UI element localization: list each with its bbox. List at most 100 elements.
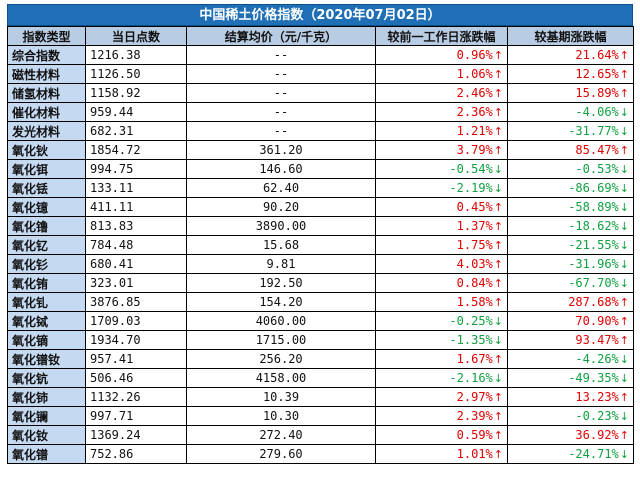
arrow-down-icon: ↓	[493, 315, 503, 328]
base-change-value: -49.35%	[568, 371, 619, 385]
points-value: 957.41	[90, 352, 134, 366]
index-name-cell: 氧化钆	[7, 292, 86, 312]
base-change-cell: 85.47%↑	[507, 140, 634, 160]
table-row: 氧化镝 1934.70 1715.00 -1.35%↓ 93.47%↑	[7, 330, 634, 350]
day-change-value: 1.21%	[456, 124, 493, 138]
points-value: 1854.72	[90, 143, 141, 157]
points-cell: 752.86	[85, 444, 187, 464]
day-change-cell: 0.84%↑	[375, 273, 508, 293]
index-name-cell: 氧化钕	[7, 425, 86, 445]
day-change-cell: 2.39%↑	[375, 406, 508, 426]
avg-price-value: --	[273, 48, 289, 62]
base-change-cell: -0.53%↓	[507, 159, 634, 179]
points-value: 813.83	[90, 219, 134, 233]
table-title: 中国稀土价格指数（2020年07月02日）	[7, 4, 633, 26]
base-change-cell: 70.90%↑	[507, 311, 634, 331]
points-value: 1126.50	[90, 67, 141, 81]
index-name-cell: 氧化镱	[7, 197, 86, 217]
points-value: 133.11	[90, 181, 134, 195]
day-change-value: 1.75%	[456, 238, 493, 252]
day-change-cell: -2.19%↓	[375, 178, 508, 198]
index-name-cell: 氧化钪	[7, 368, 86, 388]
arrow-up-icon: ↑	[619, 334, 629, 347]
day-change-cell: 2.36%↑	[375, 102, 508, 122]
points-cell: 784.48	[85, 235, 187, 255]
avg-price-value: 90.20	[262, 200, 300, 214]
avg-price-value: 146.60	[259, 162, 303, 176]
points-cell: 1126.50	[85, 64, 187, 84]
avg-price-value: 10.30	[262, 409, 300, 423]
arrow-up-icon: ↑	[619, 429, 629, 442]
arrow-down-icon: ↓	[619, 372, 629, 385]
index-name-value: 氧化钇	[12, 238, 49, 253]
avg-price-cell: --	[186, 64, 376, 84]
day-change-cell: 0.45%↑	[375, 197, 508, 217]
table-row: 氧化铽 1709.03 4060.00 -0.25%↓ 70.90%↑	[7, 311, 634, 331]
avg-price-value: --	[273, 67, 289, 81]
table-row: 氧化钐 680.41 9.81 4.03%↑ -31.96%↓	[7, 254, 634, 274]
day-change-cell: 1.06%↑	[375, 64, 508, 84]
points-cell: 506.46	[85, 368, 187, 388]
avg-price-value: 9.81	[266, 257, 296, 271]
arrow-down-icon: ↓	[619, 106, 629, 119]
points-value: 1369.24	[90, 428, 141, 442]
points-cell: 1132.26	[85, 387, 187, 407]
avg-price-value: --	[273, 105, 289, 119]
points-cell: 323.01	[85, 273, 187, 293]
index-name-value: 氧化铥	[12, 181, 49, 196]
table-row: 氧化镱 411.11 90.20 0.45%↑ -58.89%↓	[7, 197, 634, 217]
index-name-value: 氧化镨钕	[12, 352, 61, 367]
day-change-value: 1.58%	[456, 295, 493, 309]
base-change-value: -0.23%	[575, 409, 619, 423]
arrow-down-icon: ↓	[619, 353, 629, 366]
base-change-value: -24.71%	[568, 447, 619, 461]
arrow-up-icon: ↑	[493, 391, 503, 404]
base-change-value: -4.06%	[575, 105, 619, 119]
arrow-down-icon: ↓	[619, 125, 629, 138]
base-change-value: 287.68%	[568, 295, 619, 309]
day-change-cell: 1.67%↑	[375, 349, 508, 369]
avg-price-value: 154.20	[259, 295, 303, 309]
avg-price-value: 279.60	[259, 447, 303, 461]
day-change-value: -0.54%	[449, 162, 493, 176]
avg-price-cell: 1715.00	[186, 330, 376, 350]
points-cell: 682.31	[85, 121, 187, 141]
base-change-value: 36.92%	[575, 428, 619, 442]
arrow-up-icon: ↑	[493, 106, 503, 119]
table-row: 氧化镥 813.83 3890.00 1.37%↑ -18.62%↓	[7, 216, 634, 236]
table-row: 催化材料 959.44 -- 2.36%↑ -4.06%↓	[7, 102, 634, 122]
arrow-down-icon: ↓	[619, 258, 629, 271]
points-cell: 133.11	[85, 178, 187, 198]
avg-price-value: 4060.00	[255, 314, 307, 328]
table-row: 氧化铥 133.11 62.40 -2.19%↓ -86.69%↓	[7, 178, 634, 198]
avg-price-cell: 146.60	[186, 159, 376, 179]
points-value: 411.11	[90, 200, 134, 214]
points-value: 682.31	[90, 124, 134, 138]
day-change-cell: 2.46%↑	[375, 83, 508, 103]
base-change-value: 21.64%	[575, 48, 619, 62]
avg-price-cell: --	[186, 83, 376, 103]
avg-price-cell: 256.20	[186, 349, 376, 369]
points-value: 784.48	[90, 238, 134, 252]
avg-price-cell: 3890.00	[186, 216, 376, 236]
base-change-value: -18.62%	[568, 219, 619, 233]
arrow-up-icon: ↑	[619, 68, 629, 81]
base-change-cell: 12.65%↑	[507, 64, 634, 84]
header-points: 当日点数	[85, 26, 187, 46]
arrow-down-icon: ↓	[493, 182, 503, 195]
base-change-cell: 93.47%↑	[507, 330, 634, 350]
day-change-value: -2.16%	[449, 371, 493, 385]
base-change-cell: 21.64%↑	[507, 45, 634, 65]
base-change-value: 85.47%	[575, 143, 619, 157]
points-value: 752.86	[90, 447, 134, 461]
avg-price-cell: --	[186, 121, 376, 141]
base-change-cell: -67.70%↓	[507, 273, 634, 293]
day-change-value: 0.84%	[456, 276, 493, 290]
base-change-value: -4.26%	[575, 352, 619, 366]
index-name-value: 氧化镱	[12, 200, 49, 215]
points-value: 323.01	[90, 276, 134, 290]
base-change-value: 13.23%	[575, 390, 619, 404]
index-name-cell: 氧化镨钕	[7, 349, 86, 369]
arrow-up-icon: ↑	[493, 68, 503, 81]
day-change-cell: 1.01%↑	[375, 444, 508, 464]
